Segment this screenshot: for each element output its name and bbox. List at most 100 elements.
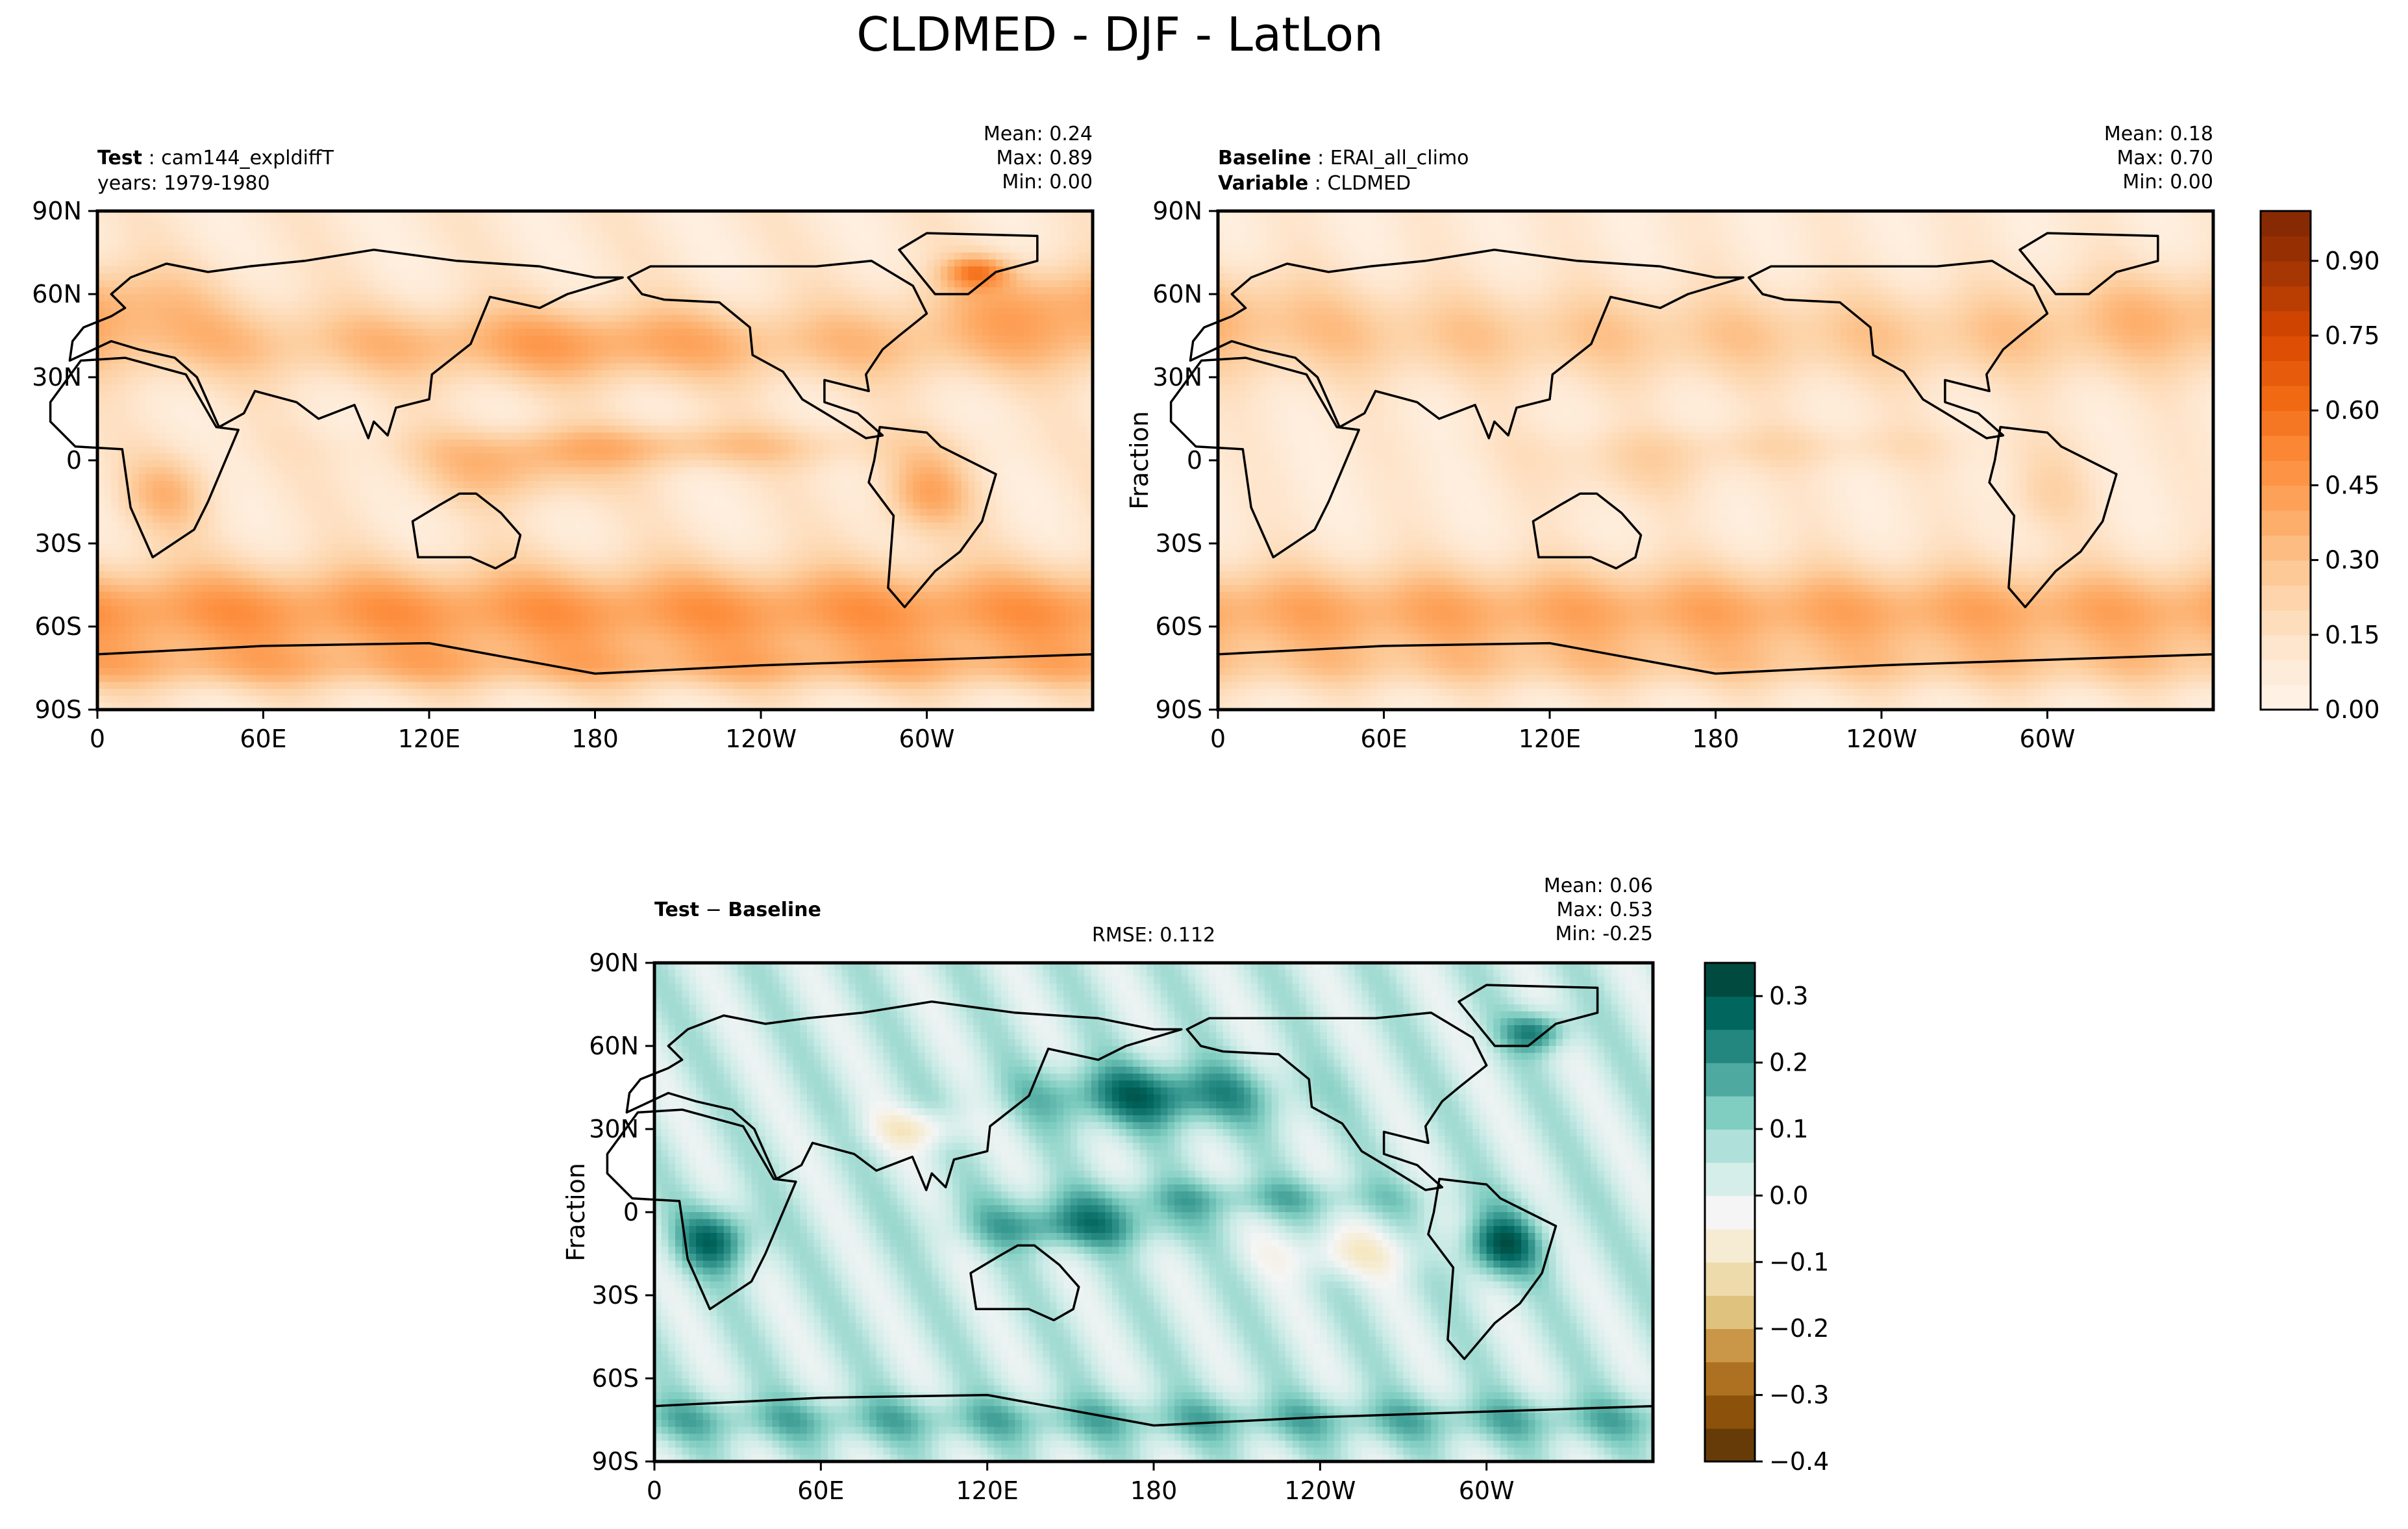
test-field-cell — [118, 315, 126, 323]
test-field-cell — [270, 294, 278, 302]
test-field-cell — [325, 336, 333, 343]
test-field-cell — [1072, 363, 1080, 371]
test-field-cell — [1065, 238, 1073, 246]
test-field-cell — [699, 225, 706, 232]
test-field-cell — [429, 404, 437, 412]
test-field-cell — [415, 321, 423, 329]
test-field-cell — [111, 321, 119, 329]
test-field-cell — [809, 391, 817, 399]
test-field-cell — [214, 253, 223, 260]
test-field-cell — [1010, 253, 1017, 260]
test-field-cell — [553, 232, 561, 240]
test-field-cell — [1058, 370, 1066, 378]
test-field-cell — [408, 425, 416, 433]
test-field-cell — [1044, 280, 1052, 288]
test-field-cell — [595, 301, 602, 308]
test-field-cell — [678, 446, 686, 454]
test-field-cell — [885, 363, 893, 371]
test-field-cell — [809, 440, 817, 447]
test-field-cell — [678, 349, 686, 357]
test-field-cell — [975, 425, 983, 433]
test-field-cell — [989, 225, 997, 232]
test-field-cell — [153, 238, 160, 246]
test-field-cell — [201, 384, 208, 392]
test-field-cell — [947, 432, 955, 440]
test-field-cell — [837, 245, 845, 253]
test-field-cell — [560, 398, 568, 406]
test-field-cell — [1016, 308, 1024, 316]
test-field-cell — [526, 356, 534, 364]
test-field-cell — [1037, 377, 1045, 385]
test-field-cell — [429, 253, 437, 260]
test-field-cell — [982, 363, 989, 371]
test-field-cell — [691, 259, 699, 267]
test-field-cell — [636, 356, 644, 364]
test-field-cell — [339, 225, 347, 232]
test-field-cell — [678, 245, 686, 253]
test-field-cell — [284, 377, 292, 385]
test-field-cell — [380, 273, 388, 281]
test-field-cell — [767, 404, 775, 412]
test-field-cell — [816, 398, 824, 406]
test-field-cell — [304, 253, 312, 260]
test-field-cell — [934, 315, 941, 323]
test-field-cell — [277, 266, 285, 274]
test-field-cell — [567, 245, 575, 253]
test-field-cell — [526, 425, 534, 433]
test-field-cell — [332, 329, 340, 336]
test-field-cell — [989, 432, 997, 440]
test-field-cell — [153, 315, 160, 323]
test-field-cell — [443, 419, 451, 427]
test-field-cell — [1072, 218, 1080, 225]
test-field-cell — [373, 259, 382, 267]
test-field-cell — [968, 218, 976, 225]
test-field-cell — [449, 363, 458, 371]
test-field-cell — [97, 419, 105, 427]
test-field-cell — [1078, 419, 1086, 427]
test-field-cell — [208, 225, 216, 232]
test-field-cell — [464, 363, 471, 371]
test-field-cell — [249, 404, 257, 412]
test-field-cell — [657, 253, 665, 260]
test-field-cell — [339, 253, 347, 260]
test-field-cell — [263, 238, 271, 246]
test-field-cell — [712, 211, 720, 219]
test-field-cell — [235, 238, 243, 246]
test-field-cell — [850, 370, 858, 378]
test-field-cell — [581, 315, 589, 323]
test-field-cell — [913, 315, 921, 323]
test-field-cell — [947, 321, 955, 329]
test-field-cell — [443, 363, 451, 371]
test-field-cell — [602, 232, 610, 240]
test-field-cell — [1002, 294, 1010, 302]
test-field-cell — [145, 363, 153, 371]
test-field-cell — [491, 315, 499, 323]
test-field-cell — [636, 342, 644, 350]
test-field-cell — [892, 287, 900, 295]
test-field-cell — [1044, 225, 1052, 232]
test-field-cell — [173, 301, 181, 308]
test-field-cell — [1037, 259, 1045, 267]
test-field-cell — [1023, 425, 1031, 433]
test-field-cell — [242, 363, 250, 371]
test-field-cell — [339, 232, 347, 240]
test-field-cell — [208, 238, 216, 246]
test-field-cell — [678, 384, 686, 392]
test-field-cell — [602, 349, 610, 357]
test-field-cell — [1065, 349, 1073, 357]
test-field-cell — [1058, 259, 1066, 267]
test-field-cell — [208, 287, 216, 295]
test-field-cell — [187, 315, 195, 323]
test-field-cell — [795, 301, 803, 308]
test-field-cell — [899, 273, 907, 281]
test-field-cell — [249, 384, 257, 392]
test-field-cell — [498, 308, 506, 316]
test-field-cell — [684, 301, 693, 308]
test-field-cell — [180, 432, 188, 440]
test-field-cell — [767, 349, 775, 357]
test-field-cell — [809, 321, 817, 329]
test-field-cell — [705, 232, 714, 240]
test-field-cell — [678, 440, 686, 447]
test-field-cell — [470, 384, 478, 392]
test-field-cell — [1058, 253, 1066, 260]
